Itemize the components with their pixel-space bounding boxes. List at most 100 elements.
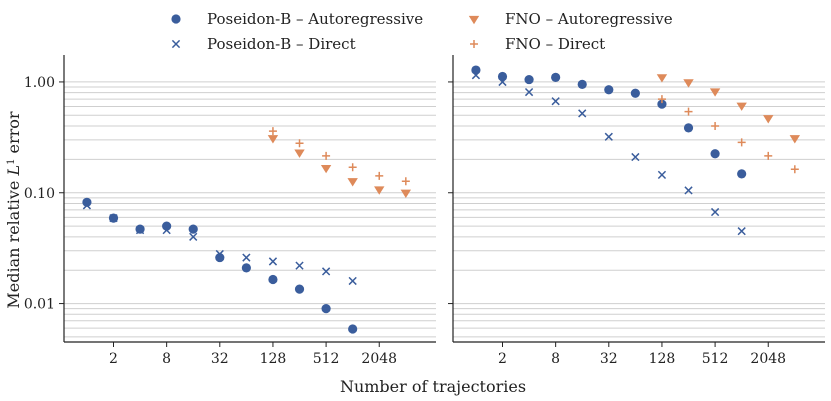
data-point	[657, 95, 666, 104]
data-point	[710, 207, 720, 217]
data-point	[135, 225, 145, 235]
data-point	[471, 71, 481, 80]
data-point	[268, 274, 278, 285]
data-point	[374, 186, 385, 195]
data-point	[790, 165, 799, 174]
data-point	[215, 249, 224, 259]
x-tick-label: 128	[649, 351, 676, 367]
data-point	[577, 79, 587, 90]
data-point	[524, 74, 534, 85]
x-axis-label: Number of trajectories	[340, 377, 526, 396]
right-y-ticks	[448, 81, 453, 305]
data-point	[631, 152, 640, 162]
legend-item-fno-direct: FNO – Direct	[470, 35, 605, 53]
left-grid	[64, 81, 436, 338]
data-point	[736, 102, 747, 111]
data-point	[294, 284, 305, 294]
legend-label: FNO – Direct	[505, 35, 605, 53]
data-point	[401, 177, 410, 186]
data-point	[737, 169, 747, 179]
data-point	[471, 65, 481, 75]
legend-item-poseidon-b-direct: Poseidon-B – Direct	[171, 35, 356, 53]
data-point	[656, 74, 668, 83]
data-point	[241, 263, 251, 273]
data-point	[737, 227, 746, 236]
right-series-fno-autoregressive	[656, 74, 801, 144]
y-axis-label: Median relative L1 error	[4, 111, 23, 309]
x-tick-label: 32	[600, 351, 618, 367]
x-tick-label: 2048	[361, 351, 397, 367]
data-point	[683, 123, 694, 133]
x-tick-label: 2	[498, 351, 507, 367]
data-point	[604, 132, 613, 141]
panel-left: 2 8 32 128 512 2048 0.01 0.10 1.00	[24, 55, 436, 367]
data-point	[684, 186, 693, 195]
data-point	[763, 115, 774, 124]
x-tick-label: 32	[211, 351, 229, 367]
data-point	[189, 232, 198, 241]
data-point	[400, 189, 412, 198]
data-point	[657, 99, 667, 109]
data-point	[604, 85, 614, 95]
right-x-ticks: 2 8 32 128 512 2048	[498, 342, 786, 367]
data-point	[578, 109, 587, 118]
left-series-poseidon-b-direct	[82, 201, 357, 286]
legend: Poseidon-B – Autoregressive FNO – Autoreg…	[171, 10, 673, 53]
data-point	[683, 79, 694, 88]
data-point	[737, 138, 746, 147]
data-point	[709, 88, 721, 97]
data-point	[82, 201, 92, 210]
right-series-fno-direct	[657, 95, 799, 174]
legend-marker	[171, 39, 181, 49]
left-series-fno-direct	[268, 127, 410, 186]
data-point	[109, 214, 118, 223]
x-tick-label: 8	[162, 351, 171, 367]
data-point	[268, 127, 277, 136]
data-point	[524, 87, 534, 97]
data-point	[295, 139, 304, 148]
data-point	[347, 178, 358, 187]
left-series-poseidon-b-autoregressive	[82, 197, 358, 334]
y-tick-label: 1.00	[24, 75, 55, 91]
data-point	[657, 170, 667, 179]
x-tick-label: 128	[260, 351, 287, 367]
data-point	[789, 135, 801, 144]
data-point	[711, 122, 720, 131]
data-point	[267, 135, 279, 144]
left-x-ticks: 2 8 32 128 512 2048	[109, 342, 397, 367]
x-tick-label: 512	[313, 351, 340, 367]
data-point	[162, 225, 171, 235]
left-y-ticks: 0.01 0.10 1.00	[24, 75, 64, 313]
x-tick-label: 2048	[750, 351, 786, 367]
data-point	[375, 171, 384, 180]
data-point	[295, 261, 304, 270]
y-tick-label: 0.10	[24, 186, 55, 202]
data-point	[294, 149, 305, 158]
data-point	[320, 164, 332, 174]
data-point	[268, 257, 278, 266]
data-point	[498, 77, 507, 87]
data-point	[348, 276, 357, 286]
legend-marker	[468, 15, 480, 25]
left-series-fno-autoregressive	[267, 135, 412, 198]
panel-right: 2 8 32 128 512 2048	[448, 55, 825, 367]
legend-label: FNO – Autoregressive	[505, 10, 673, 28]
data-point	[551, 97, 560, 106]
data-point	[242, 253, 251, 262]
data-point	[684, 107, 693, 116]
legend-marker	[171, 14, 181, 24]
data-point	[321, 267, 331, 276]
data-point	[764, 151, 773, 160]
legend-marker	[470, 40, 478, 48]
data-point	[348, 163, 357, 172]
right-series-poseidon-b-direct	[471, 71, 746, 236]
legend-label: Poseidon-B – Direct	[207, 35, 356, 53]
data-point	[630, 88, 640, 98]
data-point	[82, 197, 92, 207]
data-point	[348, 324, 358, 334]
data-point	[322, 151, 331, 160]
y-tick-label: 0.01	[24, 297, 55, 313]
data-point	[710, 149, 720, 159]
data-point	[188, 224, 198, 234]
